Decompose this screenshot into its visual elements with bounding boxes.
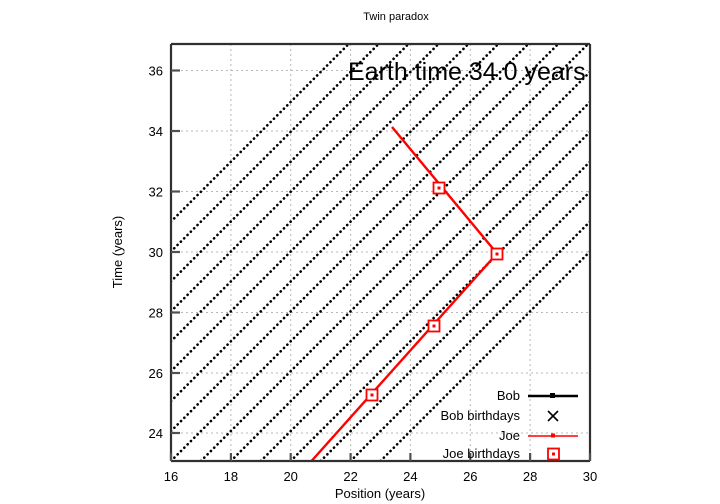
bob-light-lines (171, 44, 590, 461)
chart-title: Twin paradox (363, 11, 429, 23)
legend-swatch-joe-point (551, 433, 555, 438)
x-tick-label: 28 (523, 469, 537, 484)
x-tick-label: 20 (283, 469, 297, 484)
y-tick-label: 24 (149, 426, 163, 441)
legend-swatch-square-icon (547, 447, 560, 461)
legend-label-bob-birthdays: Bob birthdays (441, 408, 521, 423)
x-tick-label: 22 (343, 469, 357, 484)
y-tick-label: 36 (149, 64, 163, 79)
x-tick-label: 30 (583, 469, 597, 484)
y-tick-marks (171, 69, 180, 435)
x-axis-label: Position (years) (335, 486, 425, 501)
plot-border (169, 42, 592, 463)
y-tick-label: 32 (149, 185, 163, 200)
legend-label-joe-birthdays: Joe birthdays (443, 446, 521, 461)
legend-swatch-x-icon (547, 410, 559, 422)
x-tick-label: 18 (224, 469, 238, 484)
x-tick-label: 24 (403, 469, 417, 484)
legend-label-joe: Joe (499, 428, 520, 443)
y-axis-label: Time (years) (110, 216, 125, 288)
x-tick-label: 26 (463, 469, 477, 484)
joe-birthday-markers (365, 181, 504, 402)
y-tick-label: 28 (149, 306, 163, 321)
y-tick-label: 34 (149, 124, 163, 139)
y-tick-labels: 24 26 28 30 32 34 36 (149, 64, 163, 442)
legend: Bob Bob birthdays Joe Joe birthdays (441, 388, 578, 461)
x-tick-label: 16 (164, 469, 178, 484)
x-tick-marks (169, 453, 592, 461)
y-tick-label: 30 (149, 245, 163, 260)
y-tick-label: 26 (149, 366, 163, 381)
legend-label-bob: Bob (497, 388, 520, 403)
x-tick-labels: 16 18 20 22 24 26 28 30 (164, 469, 597, 484)
earth-time-annotation: Earth time 34.0 years (348, 58, 586, 86)
legend-swatch-bob-point (550, 393, 555, 398)
